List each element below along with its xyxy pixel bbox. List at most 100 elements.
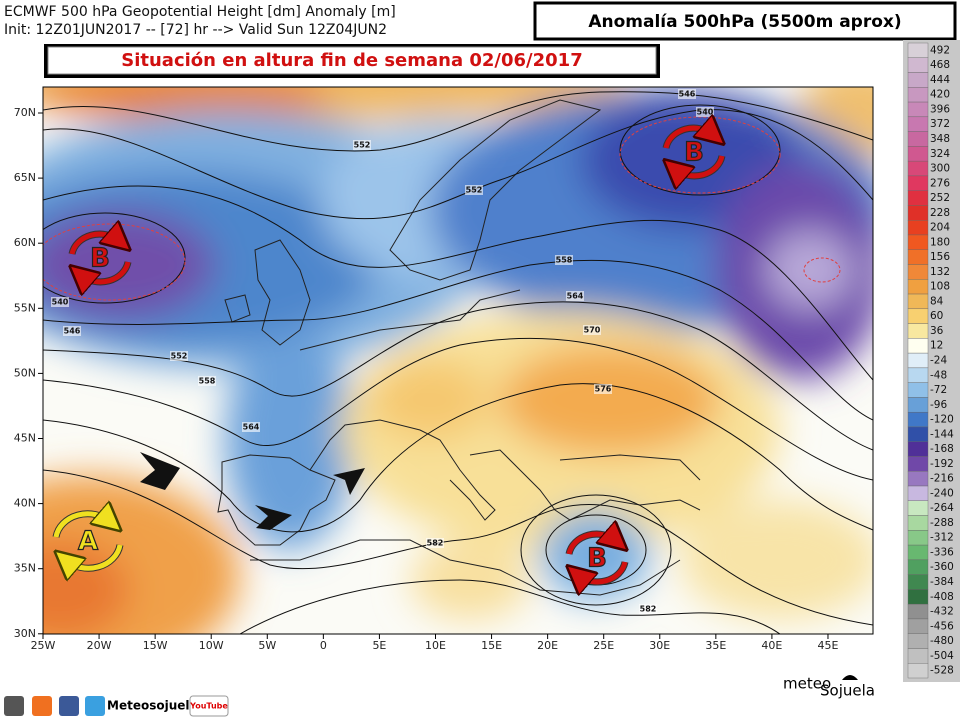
colorbar-swatch xyxy=(907,441,929,457)
anomaly-contour xyxy=(43,223,186,301)
contour-label: 582 xyxy=(427,539,444,548)
colorbar-swatch xyxy=(907,101,929,118)
center-letter: A xyxy=(78,527,98,557)
colorbar-swatch xyxy=(907,559,929,575)
colorbar-swatch xyxy=(907,42,929,58)
contour-label-bg xyxy=(170,351,188,361)
lat-label: 70N xyxy=(14,106,36,119)
youtube-label[interactable]: YouTube xyxy=(189,702,228,711)
shade xyxy=(370,360,490,440)
colorbar-swatch xyxy=(907,57,929,73)
colorbar-label: -216 xyxy=(930,473,954,485)
colorbar-label: -192 xyxy=(930,458,954,470)
contour-label-bg xyxy=(51,297,69,307)
colorbar-swatch xyxy=(907,249,929,265)
colorbar-swatch xyxy=(907,485,929,501)
colorbar-swatch xyxy=(907,220,929,236)
colorbar-label: -408 xyxy=(930,591,954,603)
colorbar-swatch xyxy=(907,160,929,177)
coast-north-europe xyxy=(299,289,521,351)
lat-label: 30N xyxy=(14,627,36,640)
lon-label: 20W xyxy=(87,639,112,652)
colorbar-label: -120 xyxy=(930,414,954,426)
header-line2: Init: 12Z01JUN2017 -- [72] hr --> Valid … xyxy=(4,22,387,38)
colorbar-label: -288 xyxy=(930,517,954,529)
colorbar-label: -240 xyxy=(930,487,954,499)
contour xyxy=(43,469,873,626)
lon-label: 10E xyxy=(425,639,446,652)
colorbar-swatch xyxy=(907,515,929,531)
colorbar-swatch xyxy=(907,603,929,620)
instagram-icon[interactable] xyxy=(4,696,24,716)
colorbar-label: -528 xyxy=(930,665,954,677)
colorbar-swatch xyxy=(907,618,929,634)
contour-label: 552 xyxy=(466,186,483,195)
colorbar-label: -24 xyxy=(930,355,947,367)
rotation-arrow xyxy=(577,561,628,582)
colorbar-swatch xyxy=(907,574,929,590)
colorbar-label: -336 xyxy=(930,546,954,558)
colorbar-swatch xyxy=(907,633,929,649)
coast-britain xyxy=(254,239,311,346)
colorbar-label: -96 xyxy=(930,399,947,411)
social-handle[interactable]: Meteosojuela xyxy=(107,699,198,713)
youtube-badge[interactable] xyxy=(189,695,229,717)
coast-scandinavia xyxy=(389,99,602,281)
twitter-icon[interactable] xyxy=(85,696,105,716)
flow-arrow xyxy=(140,452,180,490)
colorbar-swatch xyxy=(907,205,929,221)
contour-low xyxy=(619,104,781,196)
lon-label: 25E xyxy=(593,639,614,652)
colorbar-label: 348 xyxy=(930,133,950,145)
colorbar-swatch xyxy=(907,146,929,162)
coast-africa xyxy=(250,539,681,596)
contour xyxy=(43,337,873,481)
footer: Meteosojuela YouTube meteo Sojuela xyxy=(4,675,875,717)
contour-label: 564 xyxy=(243,423,260,432)
colorbar-swatch xyxy=(907,116,929,132)
colorbar-label: 36 xyxy=(930,325,944,337)
colorbar-label: 228 xyxy=(930,207,950,219)
lon-label: 5W xyxy=(258,639,276,652)
contour xyxy=(43,301,873,451)
colorbar-swatch xyxy=(907,500,929,516)
contour xyxy=(43,383,873,533)
colorbar-label: -168 xyxy=(930,443,954,455)
contour xyxy=(43,185,873,381)
lat-label: 35N xyxy=(14,562,36,575)
lon-label: 35E xyxy=(705,639,726,652)
flow-arrow xyxy=(333,468,365,495)
colorbar-label: -360 xyxy=(930,561,954,573)
height-contours xyxy=(43,91,873,634)
lat-label: 55N xyxy=(14,301,36,314)
colorbar-swatch xyxy=(907,175,929,191)
colorbar-swatch xyxy=(907,190,929,206)
contour-low xyxy=(520,494,672,606)
contour xyxy=(43,259,873,421)
contour-label-bg xyxy=(696,107,714,117)
subtitle-box xyxy=(47,46,657,75)
blogger-icon[interactable] xyxy=(32,696,52,716)
contour-label: 576 xyxy=(595,385,612,394)
lat-label: 45N xyxy=(14,432,36,445)
colorbar-label: -264 xyxy=(930,502,954,514)
shade xyxy=(680,500,873,620)
colorbar-swatch xyxy=(907,544,929,561)
coast-ireland xyxy=(224,294,251,323)
contour-label-bg xyxy=(63,326,81,336)
lat-label: 50N xyxy=(14,366,36,379)
title: Anomalía 500hPa (5500m aprox) xyxy=(588,12,901,32)
colorbar-swatch xyxy=(907,293,929,310)
colorbar-swatch xyxy=(907,663,929,679)
colorbar-swatch xyxy=(907,264,929,280)
rotation-arrow xyxy=(69,234,120,255)
colorbar-label: 420 xyxy=(930,89,950,101)
lon-label: 40E xyxy=(761,639,782,652)
contour-label: 582 xyxy=(640,605,657,614)
coastlines xyxy=(217,99,701,596)
colorbar-swatch xyxy=(907,589,929,605)
facebook-icon[interactable] xyxy=(59,696,79,716)
lat-label: 65N xyxy=(14,171,36,184)
lon-label: 15E xyxy=(481,639,502,652)
